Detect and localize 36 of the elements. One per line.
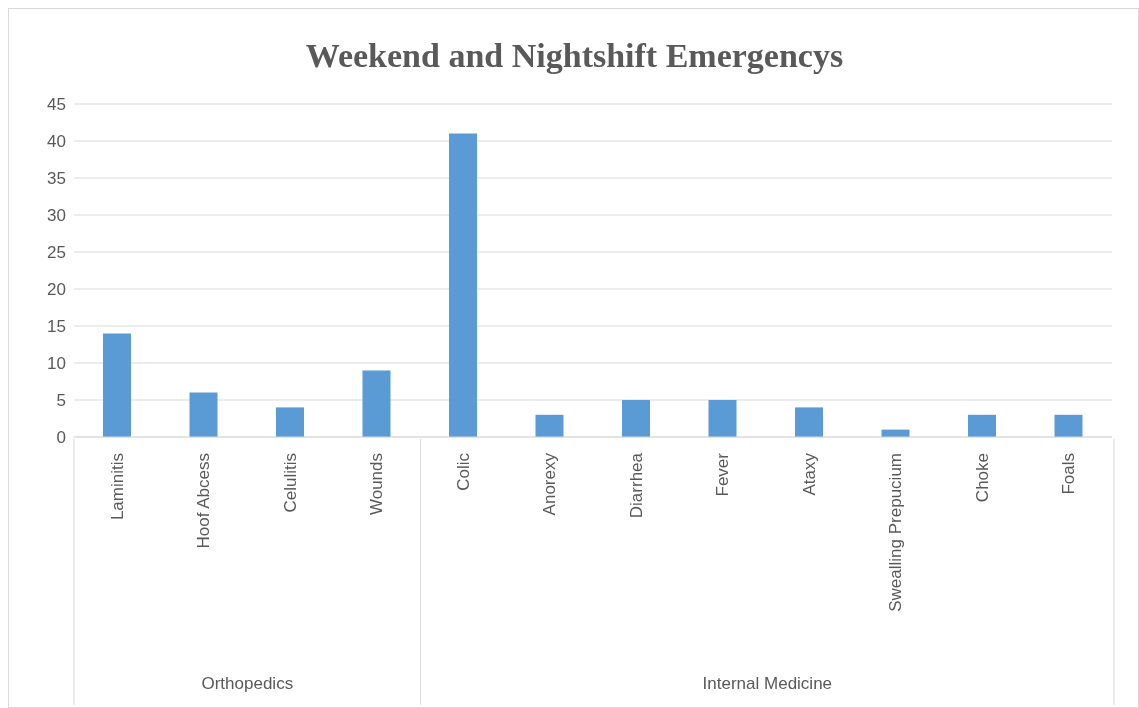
bar [535,414,564,437]
x-tick-label: Ataxy [799,452,819,496]
y-tick-label: 25 [47,243,66,263]
y-tick-label: 30 [47,206,66,226]
x-tick-label: Foals [1059,453,1079,495]
x-tick-label: Wounds [367,453,387,516]
x-tick-label: Choke [972,453,992,503]
bar [362,370,391,437]
y-tick-label: 40 [47,132,66,152]
y-tick-label: 5 [56,391,66,411]
x-tick-label: Swealling Prepucium [886,453,906,612]
y-tick-label: 35 [47,169,66,189]
y-tick-label: 0 [56,428,66,448]
bar [189,392,218,437]
x-tick-label: Laminitis [107,453,127,521]
bar [708,400,737,437]
y-tick-label: 10 [47,354,66,374]
x-tick-label: Hoof Abcess [194,453,214,549]
x-tick-label: Colic [453,452,473,491]
y-tick-label: 20 [47,280,66,300]
text: Orthopedics [201,674,294,693]
bar [449,133,477,437]
bar [1054,414,1083,437]
x-tick-label: Anorexy [540,452,560,516]
bar [795,407,823,437]
bar [276,407,304,437]
bar [622,400,650,437]
x-tick-label: Fever [713,452,733,497]
y-tick-label: 15 [47,317,66,337]
bar [103,333,131,437]
x-tick-label: Diarrhea [626,452,646,519]
bar [968,414,996,437]
chart-title: Weekend and Nightshift Emergencys [304,37,845,75]
x-tick-label: Celulitis [280,453,300,513]
y-tick-label: 45 [47,95,66,115]
text: Internal Medicine [702,674,833,693]
